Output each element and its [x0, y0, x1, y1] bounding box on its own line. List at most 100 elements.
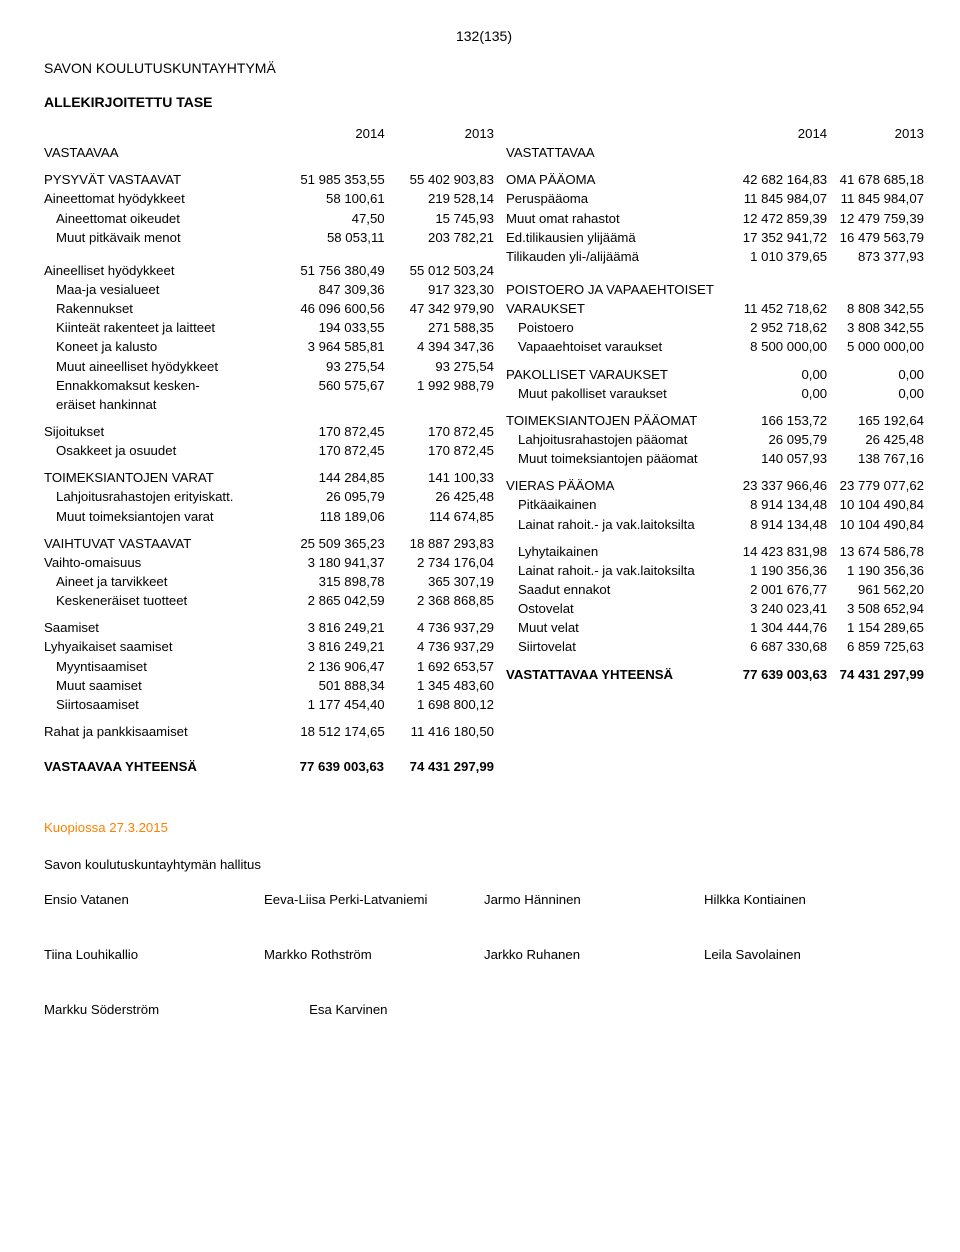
- signature-name: Markku Söderström: [44, 1002, 159, 1017]
- liab-row-v1: 8 914 134,48: [730, 495, 827, 514]
- liab-row-label: Muut velat: [506, 618, 730, 637]
- signature-name: Markko Rothström: [264, 947, 484, 962]
- assets-row-label: Rahat ja pankkisaamiset: [44, 722, 275, 741]
- assets-row-v1: 847 309,36: [275, 280, 384, 299]
- assets-row-v2: 170 872,45: [385, 441, 494, 460]
- assets-row-label: Aineettomat hyödykkeet: [44, 189, 275, 208]
- assets-row-label: Osakkeet ja osuudet: [44, 441, 275, 460]
- liab-row-v2: 1 154 289,65: [827, 618, 924, 637]
- assets-row-v1: 2 865 042,59: [275, 591, 384, 610]
- assets-row-v2: 219 528,14: [385, 189, 494, 208]
- liab-row-v2: 0,00: [827, 384, 924, 403]
- liab-row-label: Lainat rahoit.- ja vak.laitoksilta: [506, 515, 730, 534]
- liab-row-label: Pitkäaikainen: [506, 495, 730, 514]
- assets-row-v1: 560 575,67: [275, 376, 384, 395]
- assets-row-label: Saamiset: [44, 618, 275, 637]
- assets-row-v1: 144 284,85: [275, 468, 384, 487]
- assets-row-v1: 26 095,79: [275, 487, 384, 506]
- assets-total-label: VASTAAVAA YHTEENSÄ: [44, 759, 274, 774]
- assets-row-v1: 3 816 249,21: [275, 618, 384, 637]
- assets-row-v1: 501 888,34: [275, 676, 384, 695]
- liab-row-label: Poistoero: [506, 318, 730, 337]
- liab-row-v1: 1 304 444,76: [730, 618, 827, 637]
- assets-row-label: Myyntisaamiset: [44, 657, 275, 676]
- assets-row-v1: 3 816 249,21: [275, 637, 384, 656]
- liab-row-label: PAKOLLISET VARAUKSET: [506, 365, 730, 384]
- liab-row-v2: 13 674 586,78: [827, 542, 924, 561]
- assets-row-v1: 47,50: [275, 209, 384, 228]
- liab-row-v2: 3 508 652,94: [827, 599, 924, 618]
- liab-row-label: Ed.tilikausien ylijäämä: [506, 228, 730, 247]
- liab-row-v2: 41 678 685,18: [827, 170, 924, 189]
- liab-row-label: POISTOERO JA VAPAAEHTOISET: [506, 280, 730, 299]
- assets-row-v1: 18 512 174,65: [275, 722, 384, 741]
- liab-row-label: Muut toimeksiantojen pääomat: [506, 449, 730, 468]
- doc-title: ALLEKIRJOITETTU TASE: [44, 94, 924, 110]
- page-number: 132(135): [44, 28, 924, 44]
- liab-row-v1: 3 240 023,41: [730, 599, 827, 618]
- liab-row-v1: 11 845 984,07: [730, 189, 827, 208]
- assets-row-v1: 170 872,45: [275, 441, 384, 460]
- liab-row-v2: 165 192,64: [827, 411, 924, 430]
- liab-row-label: Tilikauden yli-/alijäämä: [506, 247, 730, 266]
- liab-row-v2: [827, 280, 924, 299]
- assets-row-label: TOIMEKSIANTOJEN VARAT: [44, 468, 275, 487]
- liab-row-v2: 10 104 490,84: [827, 515, 924, 534]
- assets-row-v2: 917 323,30: [385, 280, 494, 299]
- assets-row-label: Muut saamiset: [44, 676, 275, 695]
- liab-row-v2: 26 425,48: [827, 430, 924, 449]
- assets-row-v2: 1 698 800,12: [385, 695, 494, 714]
- liab-row-v1: 6 687 330,68: [730, 637, 827, 656]
- liab-row-v2: 23 779 077,62: [827, 476, 924, 495]
- assets-row-label: PYSYVÄT VASTAAVAT: [44, 170, 275, 189]
- liab-row-label: Lahjoitusrahastojen pääomat: [506, 430, 730, 449]
- assets-row-v2: 26 425,48: [385, 487, 494, 506]
- liab-row-v2: 961 562,20: [827, 580, 924, 599]
- liab-row-v1: 2 001 676,77: [730, 580, 827, 599]
- liab-row-label: OMA PÄÄOMA: [506, 170, 730, 189]
- liab-row-v1: 2 952 718,62: [730, 318, 827, 337]
- signature-name: Hilkka Kontiainen: [704, 892, 924, 907]
- assets-total: VASTAAVAA YHTEENSÄ 77 639 003,63 74 431 …: [44, 759, 494, 774]
- signature-row: Tiina LouhikallioMarkko RothströmJarkko …: [44, 947, 924, 962]
- liab-row-v1: 8 914 134,48: [730, 515, 827, 534]
- assets-row-label: Kiinteät rakenteet ja laitteet: [44, 318, 275, 337]
- liab-row-v2: 12 479 759,39: [827, 209, 924, 228]
- liab-row-label: Saadut ennakot: [506, 580, 730, 599]
- liab-row-v1: 23 337 966,46: [730, 476, 827, 495]
- liab-row-label: Lyhytaikainen: [506, 542, 730, 561]
- assets-row-v2: 203 782,21: [385, 228, 494, 247]
- signature-name: Leila Savolainen: [704, 947, 924, 962]
- assets-row-label: Lahjoitusrahastojen erityiskatt.: [44, 487, 275, 506]
- assets-row-v1: 1 177 454,40: [275, 695, 384, 714]
- liab-row-label: Peruspääoma: [506, 189, 730, 208]
- assets-row-v1: 51 985 353,55: [275, 170, 384, 189]
- assets-row-label: eräiset hankinnat: [44, 395, 275, 414]
- signature-row-last: Markku Söderström Esa Karvinen: [44, 1002, 924, 1017]
- assets-row-v1: 118 189,06: [275, 507, 384, 526]
- assets-row-v2: 1 992 988,79: [385, 376, 494, 395]
- liabilities-head: VASTATTAVAA: [506, 143, 730, 162]
- assets-row-v1: 51 756 380,49: [275, 261, 384, 280]
- liab-row-v1: 11 452 718,62: [730, 299, 827, 318]
- assets-row-v2: 4 736 937,29: [385, 637, 494, 656]
- liab-row-v1: 14 423 831,98: [730, 542, 827, 561]
- assets-row-label: Keskeneräiset tuotteet: [44, 591, 275, 610]
- assets-row-v2: 1 692 653,57: [385, 657, 494, 676]
- liab-row-v2: 138 767,16: [827, 449, 924, 468]
- liab-row-label: VARAUKSET: [506, 299, 730, 318]
- assets-row-v1: 25 509 365,23: [275, 534, 384, 553]
- assets-row-v2: 1 345 483,60: [385, 676, 494, 695]
- signature-board: Savon koulutuskuntayhtymän hallitus: [44, 857, 924, 872]
- signature-name: Jarkko Ruhanen: [484, 947, 704, 962]
- signature-name: Esa Karvinen: [309, 1002, 387, 1017]
- liab-row-v2: 11 845 984,07: [827, 189, 924, 208]
- liab-row-v1: 26 095,79: [730, 430, 827, 449]
- liab-row-v1: 0,00: [730, 384, 827, 403]
- liabilities-column: 2014 2013 VASTATTAVAA OMA PÄÄOMA42 682 1…: [506, 124, 924, 774]
- liab-row-label: Muut pakolliset varaukset: [506, 384, 730, 403]
- liab-row-v1: [730, 280, 827, 299]
- assets-row-v2: 18 887 293,83: [385, 534, 494, 553]
- assets-row-v1: 194 033,55: [275, 318, 384, 337]
- liab-row-v1: 17 352 941,72: [730, 228, 827, 247]
